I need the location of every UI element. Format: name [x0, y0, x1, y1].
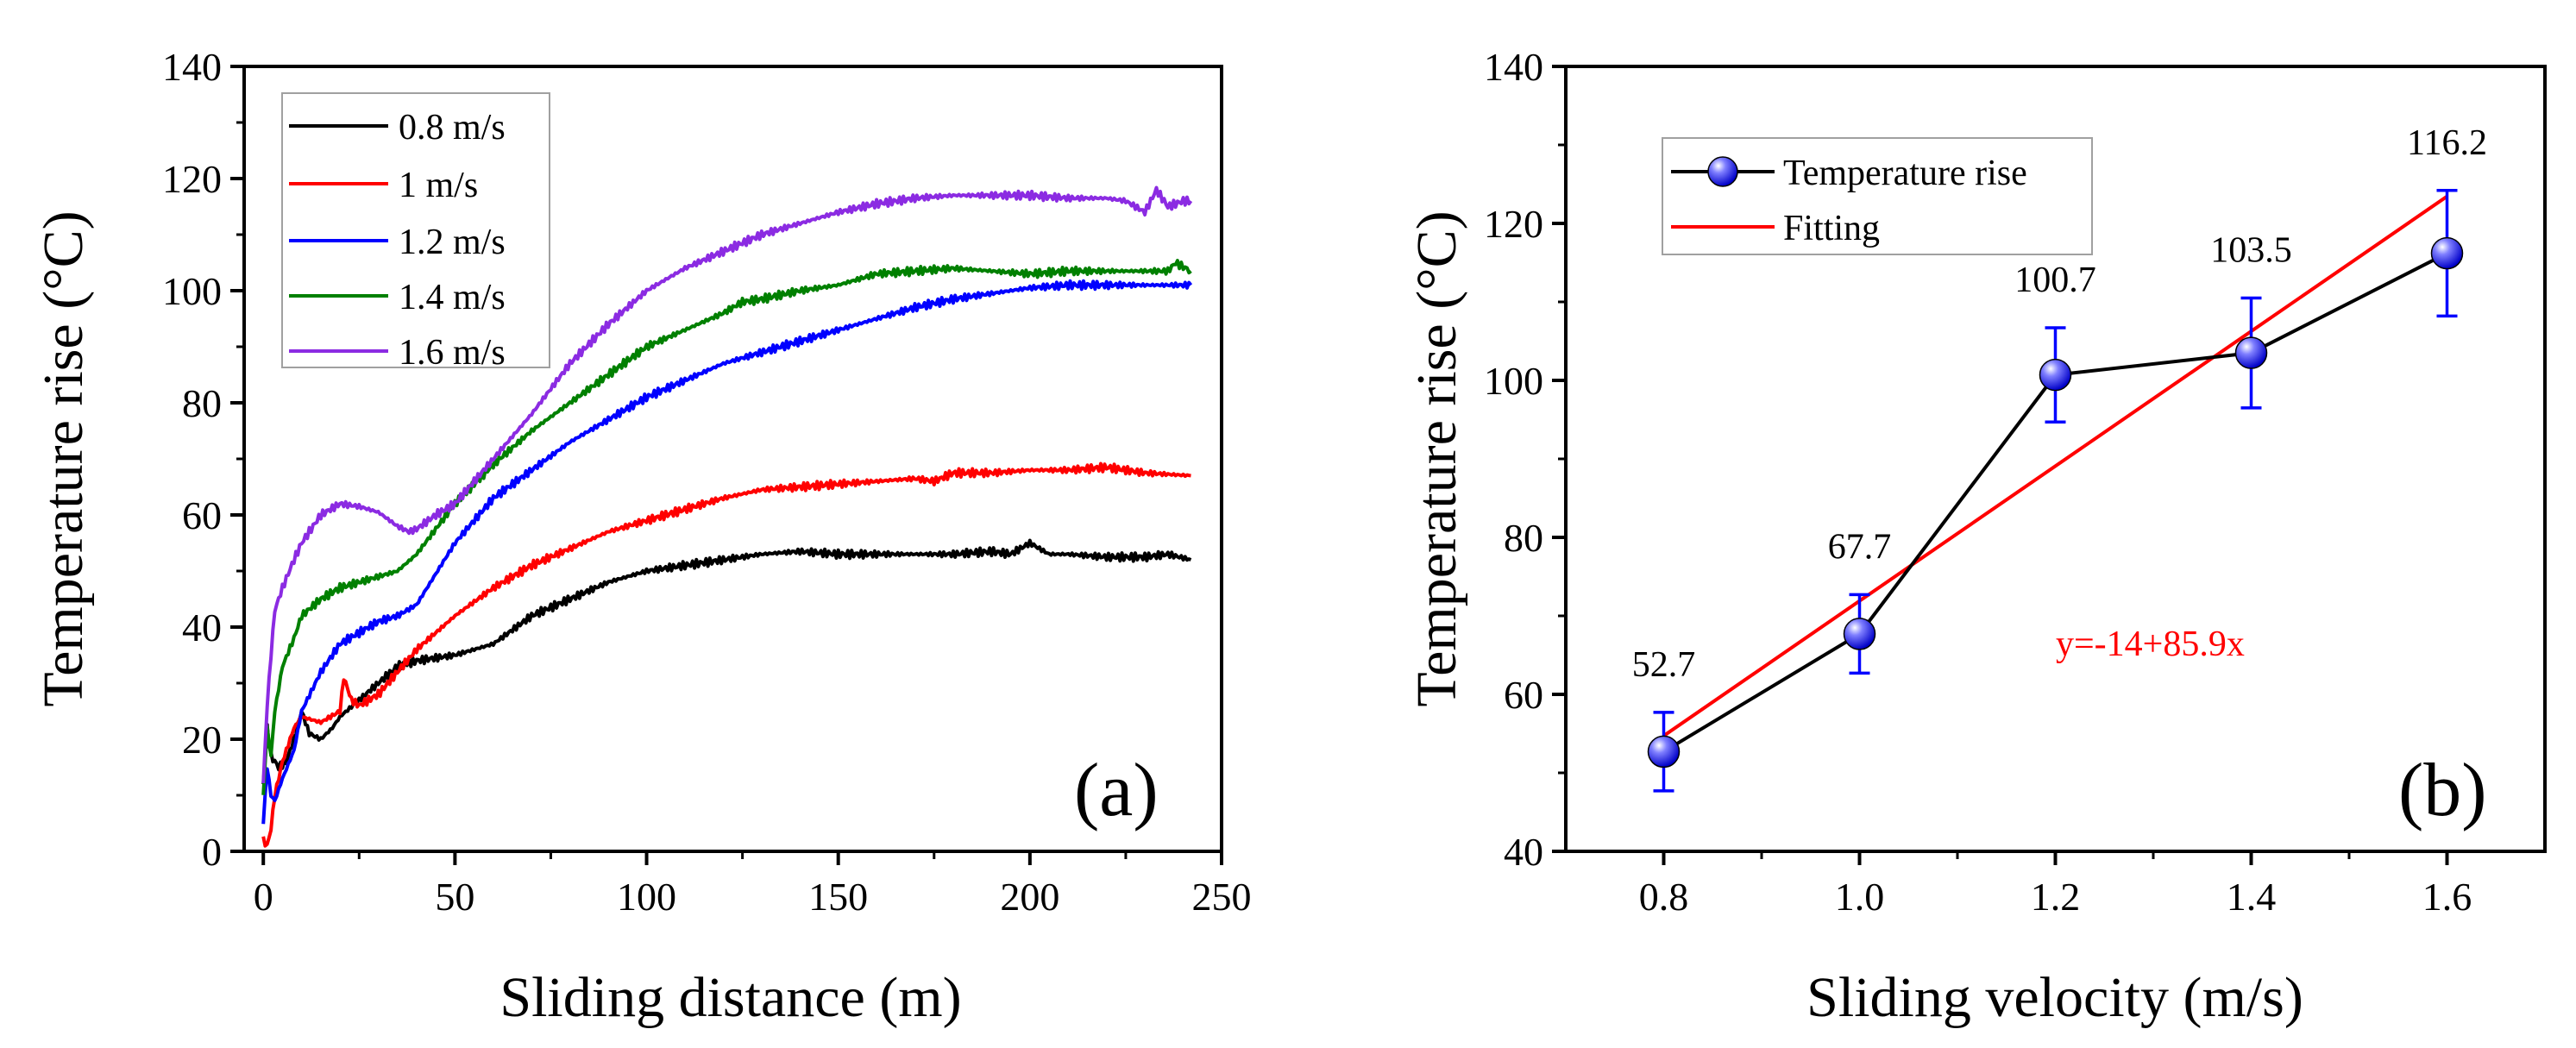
- legend-label-temperature-rise: Temperature rise: [1783, 154, 2027, 193]
- panel-b-y-tick-label: 100: [1484, 359, 1543, 403]
- data-label: 100.7: [2014, 260, 2096, 300]
- panel-b-y-tick-label: 140: [1484, 45, 1543, 89]
- panel-b-legend: Temperature rise Fitting: [1662, 137, 2093, 255]
- panel-b-axes-frame: [1564, 65, 2547, 853]
- panel-b-label: (b): [2398, 749, 2487, 832]
- legend-label-fitting: Fitting: [1783, 209, 1880, 248]
- panel-b-series-group: 52.7 67.7 100.7 103.5 116.2: [1632, 123, 2487, 793]
- panel-b-legend-box: [1662, 137, 2093, 255]
- data-point: [2039, 358, 2072, 392]
- data-point: [2430, 236, 2464, 270]
- data-point: [1843, 618, 1876, 650]
- panel-a-series-group: [261, 185, 1193, 848]
- data-label: 103.5: [2210, 230, 2292, 270]
- legend-label-0-8: 0.8 m/s: [399, 108, 506, 147]
- panel-a-y-tick-label: 40: [182, 606, 222, 650]
- data-label: 116.2: [2407, 123, 2487, 163]
- panel-a-x-tick-label: 100: [617, 875, 676, 919]
- data-point: [1647, 735, 1681, 769]
- series-line-1-4-m-s: [261, 259, 1192, 795]
- panel-a-x-tick-label: 250: [1192, 875, 1252, 919]
- panel-a-legend: 0.8 m/s 1 m/s 1.2 m/s 1.4 m/s 1.6 m/s: [281, 92, 550, 373]
- panel-b-scatter-chart: 0.8 1.0 1.2 1.4 1.6 40 60 80 100 120 140 52.7 67.7 1…: [1405, 45, 2547, 1029]
- panel-b-y-tick-label: 80: [1504, 516, 1543, 560]
- panel-b-ticks: 0.8 1.0 1.2 1.4 1.6 40 60 80 100 120 140: [1484, 45, 2472, 919]
- data-point: [2234, 336, 2268, 369]
- panel-a-y-tick-label: 120: [162, 157, 222, 201]
- legend-label-1-4: 1.4 m/s: [399, 278, 506, 317]
- series-line-0-8-m-s: [261, 538, 1192, 785]
- panel-a-y-tick-label: 60: [182, 493, 222, 537]
- series-line-1-6-m-s: [261, 185, 1193, 784]
- series-line-1-2-m-s: [261, 279, 1193, 825]
- legend-label-1-2: 1.2 m/s: [399, 223, 506, 262]
- data-label: 52.7: [1632, 645, 1696, 685]
- panel-b-y-tick-label: 40: [1504, 830, 1543, 874]
- panel-b-y-axis-title: Temperature rise (°C): [1405, 210, 1468, 706]
- panel-a-x-tick-label: 200: [1000, 875, 1059, 919]
- panel-b-y-tick-label: 60: [1504, 673, 1543, 717]
- panel-a-ticks: 0 50 100 150 200 250 0 20 40 60 80 100 120 140: [162, 45, 1252, 919]
- panel-a-y-tick-label: 140: [162, 45, 222, 89]
- legend-label-1-6: 1.6 m/s: [399, 333, 506, 373]
- panel-b-x-tick-label: 1.6: [2422, 875, 2472, 919]
- series-line-1-m-s: [261, 461, 1191, 848]
- panel-a-y-tick-label: 0: [202, 830, 222, 874]
- panel-a-x-axis-title: Sliding distance (m): [499, 966, 961, 1029]
- legend-marker-temperature-rise: [1707, 156, 1738, 187]
- panel-b-x-tick-label: 1.2: [2031, 875, 2081, 919]
- panel-a-axes-frame: [242, 65, 1223, 853]
- panel-b-x-axis-title: Sliding velocity (m/s): [1806, 966, 2303, 1029]
- panel-a-label: (a): [1074, 749, 1159, 832]
- panel-a-x-tick-label: 150: [808, 875, 868, 919]
- panel-a-y-tick-label: 80: [182, 381, 222, 425]
- panel-a-y-tick-label: 100: [162, 269, 222, 313]
- fit-equation-annotation: y=-14+85.9x: [2056, 624, 2245, 664]
- panel-a-legend-box: [281, 92, 550, 368]
- data-label: 67.7: [1828, 527, 1892, 567]
- panel-b-y-tick-label: 120: [1484, 202, 1543, 246]
- panel-b-x-tick-label: 1.4: [2227, 875, 2277, 919]
- panel-a-y-tick-label: 20: [182, 718, 222, 762]
- panel-a-x-tick-label: 0: [254, 875, 273, 919]
- panel-a-line-chart: 0 50 100 150 200 250 0 20 40 60 80 100 120 140 0.8 m/…: [32, 45, 1252, 1029]
- panel-a-x-tick-label: 50: [435, 875, 474, 919]
- panel-b-x-tick-label: 1.0: [1835, 875, 1885, 919]
- legend-label-1-0: 1 m/s: [399, 166, 478, 205]
- panel-a-y-axis-title: Temperature rise (°C): [32, 210, 95, 706]
- fit-line: [1662, 195, 2448, 737]
- panel-b-x-tick-label: 0.8: [1639, 875, 1689, 919]
